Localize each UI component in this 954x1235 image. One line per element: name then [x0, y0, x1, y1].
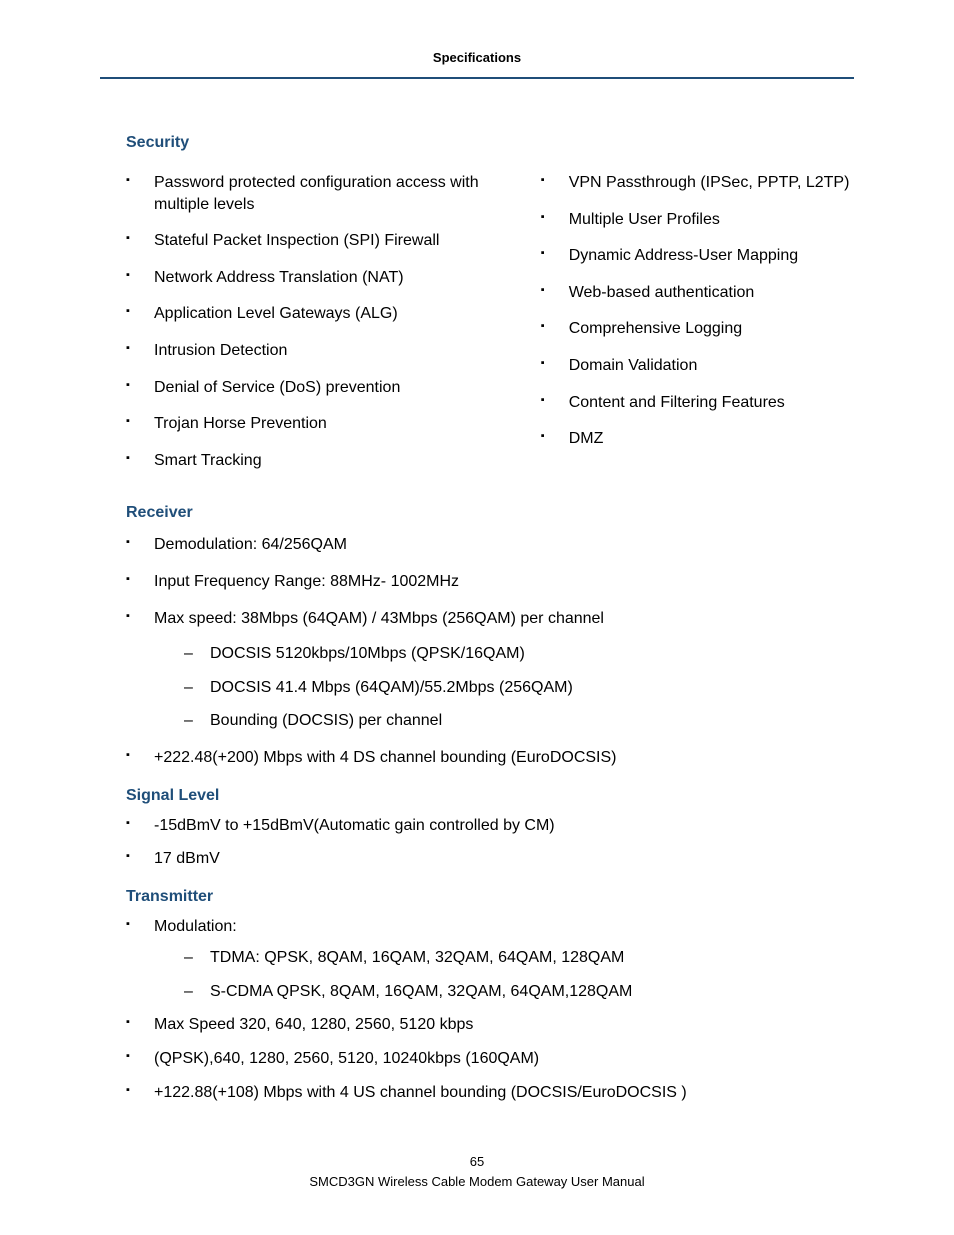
- list-item-text: (QPSK),640, 1280, 2560, 5120, 10240kbps …: [154, 1050, 539, 1067]
- section-receiver: Receiver Demodulation: 64/256QAM Input F…: [100, 504, 854, 768]
- list-item: Intrusion Detection: [126, 340, 515, 362]
- security-columns: Password protected configuration access …: [100, 172, 854, 486]
- sub-item: DOCSIS 41.4 Mbps (64QAM)/55.2Mbps (256QA…: [184, 677, 854, 699]
- page-number: 65: [0, 1152, 954, 1172]
- list-item: +222.48(+200) Mbps with 4 DS channel bou…: [126, 747, 854, 769]
- list-item: Max Speed 320, 640, 1280, 2560, 5120 kbp…: [126, 1014, 854, 1036]
- heading-transmitter: Transmitter: [126, 888, 854, 906]
- list-item: Network Address Translation (NAT): [126, 267, 515, 289]
- signal-level-list: -15dBmV to +15dBmV(Automatic gain contro…: [100, 815, 854, 870]
- page-header-title: Specifications: [100, 50, 854, 77]
- sub-item: DOCSIS 5120kbps/10Mbps (QPSK/16QAM): [184, 643, 854, 665]
- list-item: -15dBmV to +15dBmV(Automatic gain contro…: [126, 815, 854, 837]
- receiver-sublist: DOCSIS 5120kbps/10Mbps (QPSK/16QAM) DOCS…: [154, 643, 854, 732]
- security-col-right: VPN Passthrough (IPSec, PPTP, L2TP) Mult…: [515, 172, 854, 486]
- transmitter-list: Modulation: TDMA: QPSK, 8QAM, 16QAM, 32Q…: [100, 916, 854, 1104]
- section-transmitter: Transmitter Modulation: TDMA: QPSK, 8QAM…: [100, 888, 854, 1104]
- list-item: Demodulation: 64/256QAM: [126, 534, 854, 556]
- footer-caption: SMCD3GN Wireless Cable Modem Gateway Use…: [0, 1172, 954, 1192]
- heading-receiver: Receiver: [126, 504, 854, 522]
- list-item-text: Demodulation: 64/256QAM: [154, 536, 347, 553]
- sub-item: S-CDMA QPSK, 8QAM, 16QAM, 32QAM, 64QAM,1…: [184, 981, 854, 1003]
- heading-signal-level: Signal Level: [126, 787, 854, 805]
- list-item: Multiple User Profiles: [541, 209, 854, 231]
- list-item-text: Input Frequency Range: 88MHz- 1002MHz: [154, 573, 459, 590]
- list-item: Denial of Service (DoS) prevention: [126, 377, 515, 399]
- list-item: Content and Filtering Features: [541, 392, 854, 414]
- receiver-list: Demodulation: 64/256QAM Input Frequency …: [100, 534, 854, 768]
- header-rule: [100, 77, 854, 79]
- list-item: Comprehensive Logging: [541, 318, 854, 340]
- list-item: Max speed: 38Mbps (64QAM) / 43Mbps (256Q…: [126, 608, 854, 732]
- list-item-text: Max speed: 38Mbps (64QAM) / 43Mbps (256Q…: [154, 610, 604, 627]
- list-item: 17 dBmV: [126, 848, 854, 870]
- list-item: Modulation: TDMA: QPSK, 8QAM, 16QAM, 32Q…: [126, 916, 854, 1003]
- list-item-text: +222.48(+200) Mbps with 4 DS channel bou…: [154, 749, 616, 766]
- list-item: Trojan Horse Prevention: [126, 413, 515, 435]
- list-item-text: Max Speed 320, 640, 1280, 2560, 5120 kbp…: [154, 1016, 473, 1033]
- list-item-text: +122.88(+108) Mbps with 4 US channel bou…: [154, 1084, 687, 1101]
- list-item: Password protected configuration access …: [126, 172, 515, 215]
- document-page: Specifications Security Password protect…: [0, 0, 954, 1103]
- section-security: Security Password protected configuratio…: [100, 134, 854, 486]
- list-item: Input Frequency Range: 88MHz- 1002MHz: [126, 571, 854, 593]
- list-item: DMZ: [541, 428, 854, 450]
- heading-security: Security: [126, 134, 854, 152]
- list-item: (QPSK),640, 1280, 2560, 5120, 10240kbps …: [126, 1048, 854, 1070]
- list-item: +122.88(+108) Mbps with 4 US channel bou…: [126, 1082, 854, 1104]
- list-item: Domain Validation: [541, 355, 854, 377]
- list-item: Smart Tracking: [126, 450, 515, 472]
- list-item: Stateful Packet Inspection (SPI) Firewal…: [126, 230, 515, 252]
- security-col-left: Password protected configuration access …: [100, 172, 515, 486]
- transmitter-sublist: TDMA: QPSK, 8QAM, 16QAM, 32QAM, 64QAM, 1…: [154, 947, 854, 1002]
- security-list-right: VPN Passthrough (IPSec, PPTP, L2TP) Mult…: [515, 172, 854, 450]
- list-item: Application Level Gateways (ALG): [126, 303, 515, 325]
- sub-item: TDMA: QPSK, 8QAM, 16QAM, 32QAM, 64QAM, 1…: [184, 947, 854, 969]
- list-item: VPN Passthrough (IPSec, PPTP, L2TP): [541, 172, 854, 194]
- page-footer: 65 SMCD3GN Wireless Cable Modem Gateway …: [0, 1152, 954, 1191]
- sub-item: Bounding (DOCSIS) per channel: [184, 710, 854, 732]
- list-item: Web-based authentication: [541, 282, 854, 304]
- list-item: Dynamic Address-User Mapping: [541, 245, 854, 267]
- list-item-text: Modulation:: [154, 918, 237, 935]
- security-list-left: Password protected configuration access …: [100, 172, 515, 471]
- section-signal-level: Signal Level -15dBmV to +15dBmV(Automati…: [100, 787, 854, 870]
